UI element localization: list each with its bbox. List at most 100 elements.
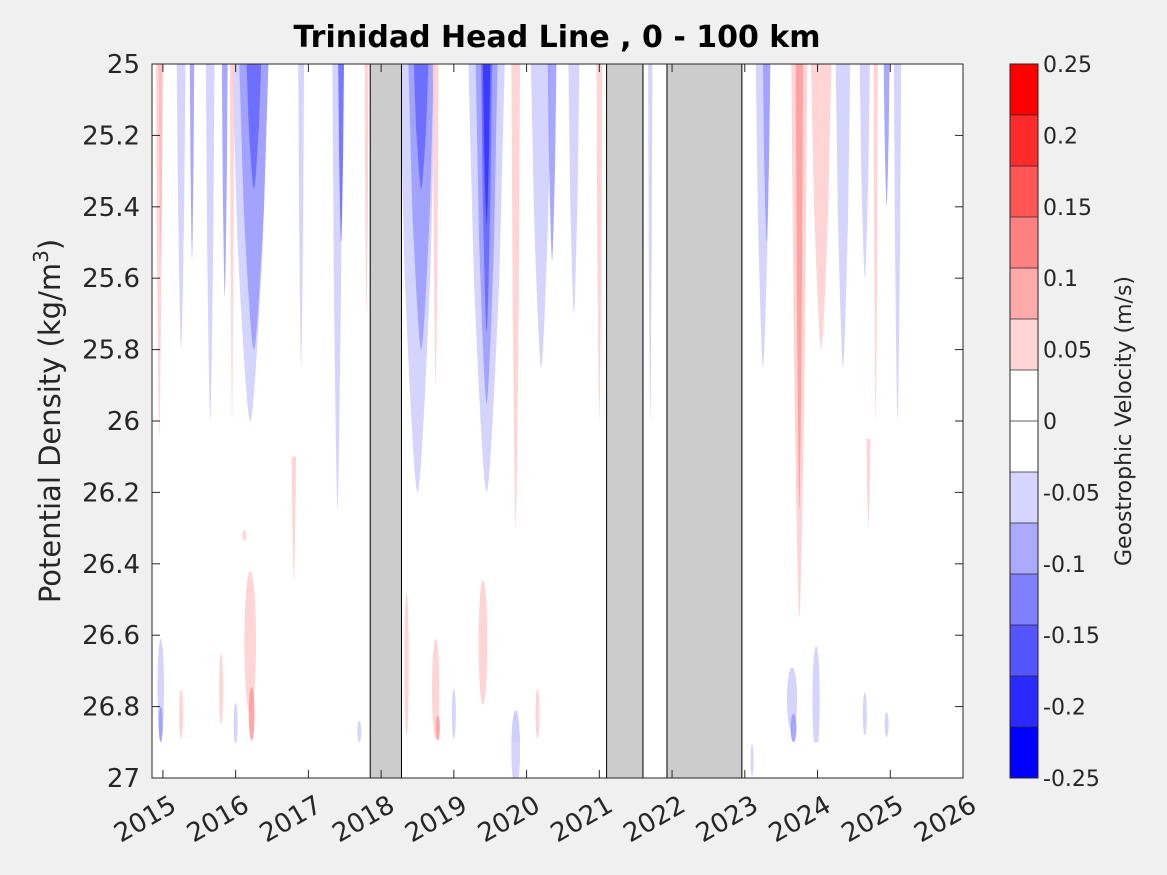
colorbar-segment-1: [1010, 115, 1038, 167]
heatmap-cell-feature-23: [511, 64, 521, 529]
colorbar-segment-9: [1010, 523, 1038, 575]
heatmap-cell-deep-15: [535, 688, 540, 739]
heatmap-cell-feature-14: [291, 456, 297, 582]
heatmap-cell-feature-24: [530, 64, 552, 368]
heatmap-cell-bottom-1: [750, 744, 754, 777]
heatmap-cell-feature-38: [893, 64, 902, 421]
heatmap-field: [152, 64, 963, 778]
x-tick-label-7: 2022: [618, 790, 690, 849]
heatmap-cell-feature-28: [648, 64, 653, 421]
heatmap-cell-feature-1: [158, 64, 163, 261]
heatmap-cell-bottom-0: [511, 710, 521, 778]
data-gaps: [369, 63, 743, 779]
heatmap-cell-feature-37: [883, 64, 890, 207]
x-tick-label-6: 2021: [546, 790, 618, 849]
colorbar-segment-7: [1010, 421, 1038, 473]
heatmap-cell-feature-8: [246, 64, 262, 189]
x-tick-label-4: 2019: [400, 790, 472, 849]
colorbar-tick-label-10: -0.25: [1043, 767, 1100, 792]
heatmap-cell-feature-32: [795, 64, 803, 511]
x-tick-label-10: 2025: [837, 790, 909, 849]
y-tick-label-8: 26.6: [82, 621, 140, 651]
heatmap-cell-deep-9: [404, 592, 409, 736]
y-tick-label-6: 26.2: [82, 478, 140, 508]
colorbar-segment-3: [1010, 217, 1038, 269]
heatmap-cell-deep-8: [357, 720, 362, 743]
colorbar: 0.25 0.2 0.15 0.1 0.05 0 -0.05 -0.1 -0.15 -0.2 -0.…: [1009, 53, 1100, 792]
heatmap-cell-feature-26: [568, 64, 580, 314]
data-gap-1: [606, 63, 644, 779]
heatmap-cell-feature-36: [873, 64, 878, 421]
data-gap-0: [369, 63, 402, 779]
y-tick-label-9: 26.8: [82, 693, 140, 723]
heatmap-cell-feature-3: [189, 64, 195, 261]
y-tick-label-3: 25.6: [82, 264, 140, 294]
heatmap-cell-feature-9: [229, 64, 235, 421]
colorbar-segment-12: [1010, 676, 1038, 728]
heatmap-cell-feature-5: [221, 64, 228, 297]
y-tick-label-4: 25.8: [82, 336, 140, 366]
heatmap-cell-feature-13: [364, 64, 369, 314]
y-tick-label-7: 26.4: [82, 550, 140, 580]
heatmap-cell-feature-33: [810, 64, 832, 350]
colorbar-segment-8: [1010, 472, 1038, 524]
heatmap-cell-feature-12: [338, 64, 345, 243]
heatmap-cell-feature-35: [859, 64, 870, 279]
heatmap-cell-deep-12: [451, 688, 456, 739]
colorbar-segment-5: [1010, 319, 1038, 371]
heatmap-cell-feature-27: [596, 64, 603, 421]
heatmap-cell-deep-1: [158, 706, 163, 743]
heatmap-cell-deep-0: [157, 638, 165, 739]
heatmap-cell-deep-10: [432, 638, 440, 739]
colorbar-label: Geostrophic Velocity (m/s): [1112, 276, 1137, 566]
heatmap-cell-deep-20: [884, 711, 889, 737]
heatmap-cell-feature-7: [239, 64, 269, 350]
y-tick-label-2: 25.4: [82, 193, 140, 223]
colorbar-tick-label-0: 0.25: [1043, 53, 1092, 78]
heatmap-cell-feature-22: [482, 64, 491, 225]
colorbar-tick-label-9: -0.2: [1043, 696, 1086, 721]
x-tick-label-2: 2017: [255, 790, 327, 849]
heatmap-cell-deep-5: [244, 570, 257, 714]
heatmap-cell-feature-18: [432, 64, 439, 386]
heatmap-cell-feature-17: [413, 64, 429, 189]
heatmap-cell-deep-7: [242, 529, 247, 541]
colorbar-tick-label-1: 0.2: [1043, 124, 1078, 149]
colorbar-segment-4: [1010, 268, 1038, 320]
colorbar-segment-2: [1010, 166, 1038, 218]
heatmap-cell-deep-17: [790, 713, 797, 743]
colorbar-tick-label-6: -0.05: [1043, 481, 1100, 506]
y-axis-label: Potential Density (kg/m3): [29, 239, 67, 603]
colorbar-segment-13: [1010, 727, 1038, 779]
x-tick-label-8: 2023: [691, 790, 763, 849]
colorbar-segment-11: [1010, 625, 1038, 677]
colorbar-segment-10: [1010, 574, 1038, 626]
colorbar-segment-0: [1010, 64, 1038, 116]
heatmap-cell-deep-19: [862, 692, 867, 736]
y-tick-label-0: 25: [107, 50, 140, 80]
heatmap-cell-feature-10: [298, 64, 305, 368]
x-tick-label-0: 2015: [109, 790, 181, 849]
y-tick-label-1: 25.2: [82, 121, 140, 151]
colorbar-tick-label-5: 0: [1043, 410, 1057, 435]
heatmap-cell-deep-13: [478, 579, 488, 705]
heatmap-cell-feature-30: [762, 64, 771, 243]
colorbar-tick-label-4: 0.05: [1043, 339, 1092, 364]
x-tick-label-11: 2026: [909, 790, 981, 849]
heatmap-cell-deep-6: [248, 686, 255, 741]
heatmap-cell-feature-39: [866, 438, 871, 529]
colorbar-tick-label-7: -0.1: [1043, 553, 1086, 578]
heatmap-cell-deep-3: [219, 653, 224, 725]
colorbar-tick-label-8: -0.15: [1043, 624, 1100, 649]
heatmap-cell-deep-4: [233, 703, 238, 746]
chart-title: Trinidad Head Line , 0 - 100 km: [293, 20, 820, 55]
x-tick-label-5: 2020: [473, 790, 545, 849]
heatmap-cell-deep-2: [179, 688, 184, 739]
colorbar-frame: [1009, 63, 1039, 779]
y-tick-label-10: 27: [107, 764, 140, 794]
data-gap-2: [666, 63, 743, 779]
y-tick-label-5: 26: [107, 407, 140, 437]
heatmap-cell-feature-25: [547, 64, 557, 261]
bottom-no-data-band: [152, 742, 963, 778]
